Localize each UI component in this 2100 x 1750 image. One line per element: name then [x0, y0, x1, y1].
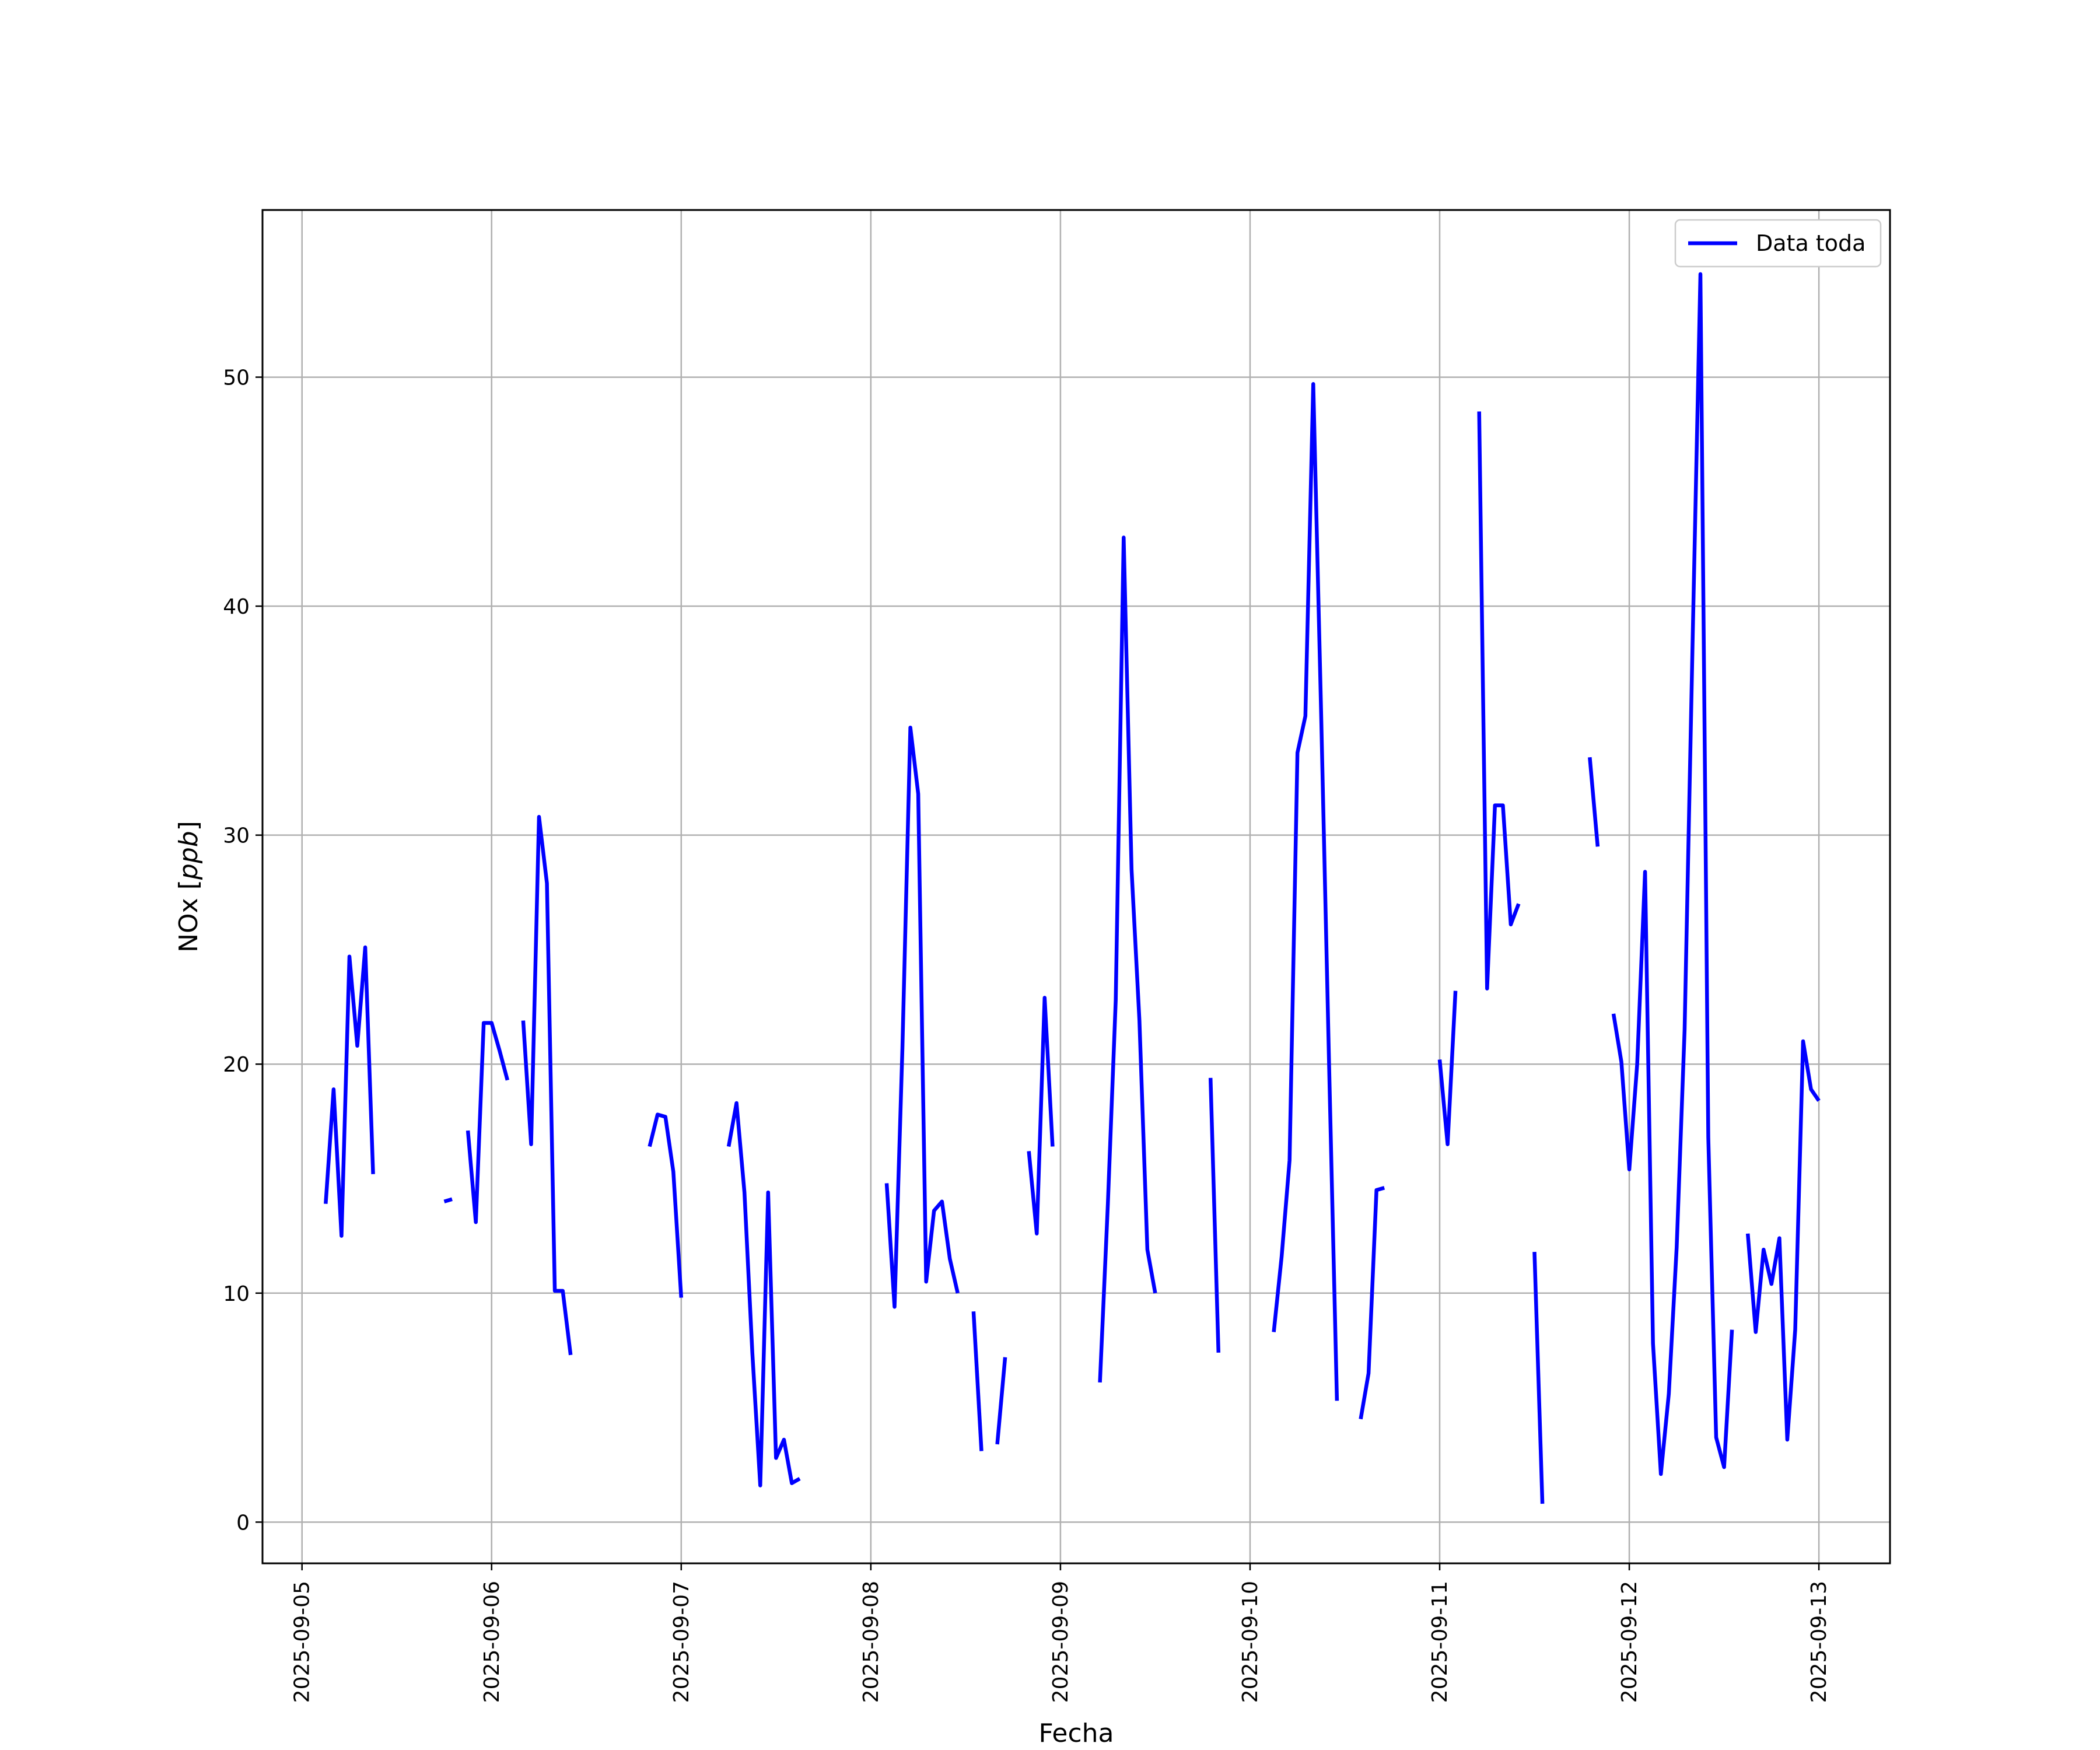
- series-segment-0-2: [466, 1021, 510, 1224]
- x-tick-label-5: 2025-09-10: [1238, 1581, 1262, 1703]
- series-segment-0-15: [1477, 411, 1521, 991]
- grid-lines: [262, 210, 1890, 1563]
- series-segment-0-16: [1532, 1251, 1545, 1504]
- series-segment-0-8: [995, 1357, 1007, 1445]
- y-tick-label-3: 30: [223, 824, 250, 848]
- x-tick-label-3: 2025-09-08: [859, 1581, 883, 1703]
- series-segment-0-6: [884, 725, 960, 1309]
- y-tick-label-1: 10: [223, 1282, 250, 1306]
- series-layer: [324, 272, 1821, 1504]
- series-segment-0-19: [1745, 1039, 1821, 1442]
- series-segment-0-9: [1027, 996, 1055, 1236]
- y-tick-label-0: 0: [236, 1511, 250, 1535]
- legend-box: [1674, 219, 1882, 268]
- series-segment-0-10: [1098, 536, 1157, 1383]
- y-tick-label-4: 40: [223, 595, 250, 619]
- series-segment-0-14: [1437, 991, 1458, 1146]
- axis-ticks: 2025-09-05 2025-09-06 2025-09-07 2025-09-08…: [223, 366, 1831, 1703]
- x-tick-label-7: 2025-09-12: [1618, 1581, 1642, 1703]
- x-tick-label-0: 2025-09-05: [290, 1581, 314, 1703]
- series-segment-0-17: [1588, 757, 1600, 847]
- legend: Data toda: [1674, 219, 1882, 268]
- series-segment-0-18: [1611, 272, 1734, 1476]
- series-segment-0-5: [726, 1101, 801, 1488]
- series-segment-0-12: [1272, 382, 1339, 1401]
- series-segment-0-1: [443, 1197, 453, 1203]
- plot-frame: [261, 209, 1891, 1564]
- x-tick-label-1: 2025-09-06: [480, 1581, 504, 1703]
- series-segment-0-0: [324, 945, 375, 1238]
- series-segment-0-7: [971, 1311, 984, 1451]
- x-tick-label-8: 2025-09-13: [1807, 1581, 1831, 1703]
- series-segment-0-11: [1208, 1077, 1221, 1353]
- legend-label-data-toda: Data toda: [1756, 230, 1866, 256]
- series-segment-0-13: [1359, 1186, 1385, 1420]
- x-axis-title: Fecha: [1038, 1718, 1114, 1748]
- y-axis-title: NOx [ppb]: [174, 821, 204, 953]
- x-tick-label-6: 2025-09-11: [1428, 1581, 1452, 1703]
- series-segment-0-3: [521, 815, 573, 1356]
- series-segment-0-4: [648, 1112, 684, 1298]
- y-tick-label-2: 20: [223, 1053, 250, 1077]
- y-tick-label-5: 50: [223, 366, 250, 390]
- x-tick-label-2: 2025-09-07: [670, 1581, 694, 1703]
- x-tick-label-4: 2025-09-09: [1049, 1581, 1073, 1703]
